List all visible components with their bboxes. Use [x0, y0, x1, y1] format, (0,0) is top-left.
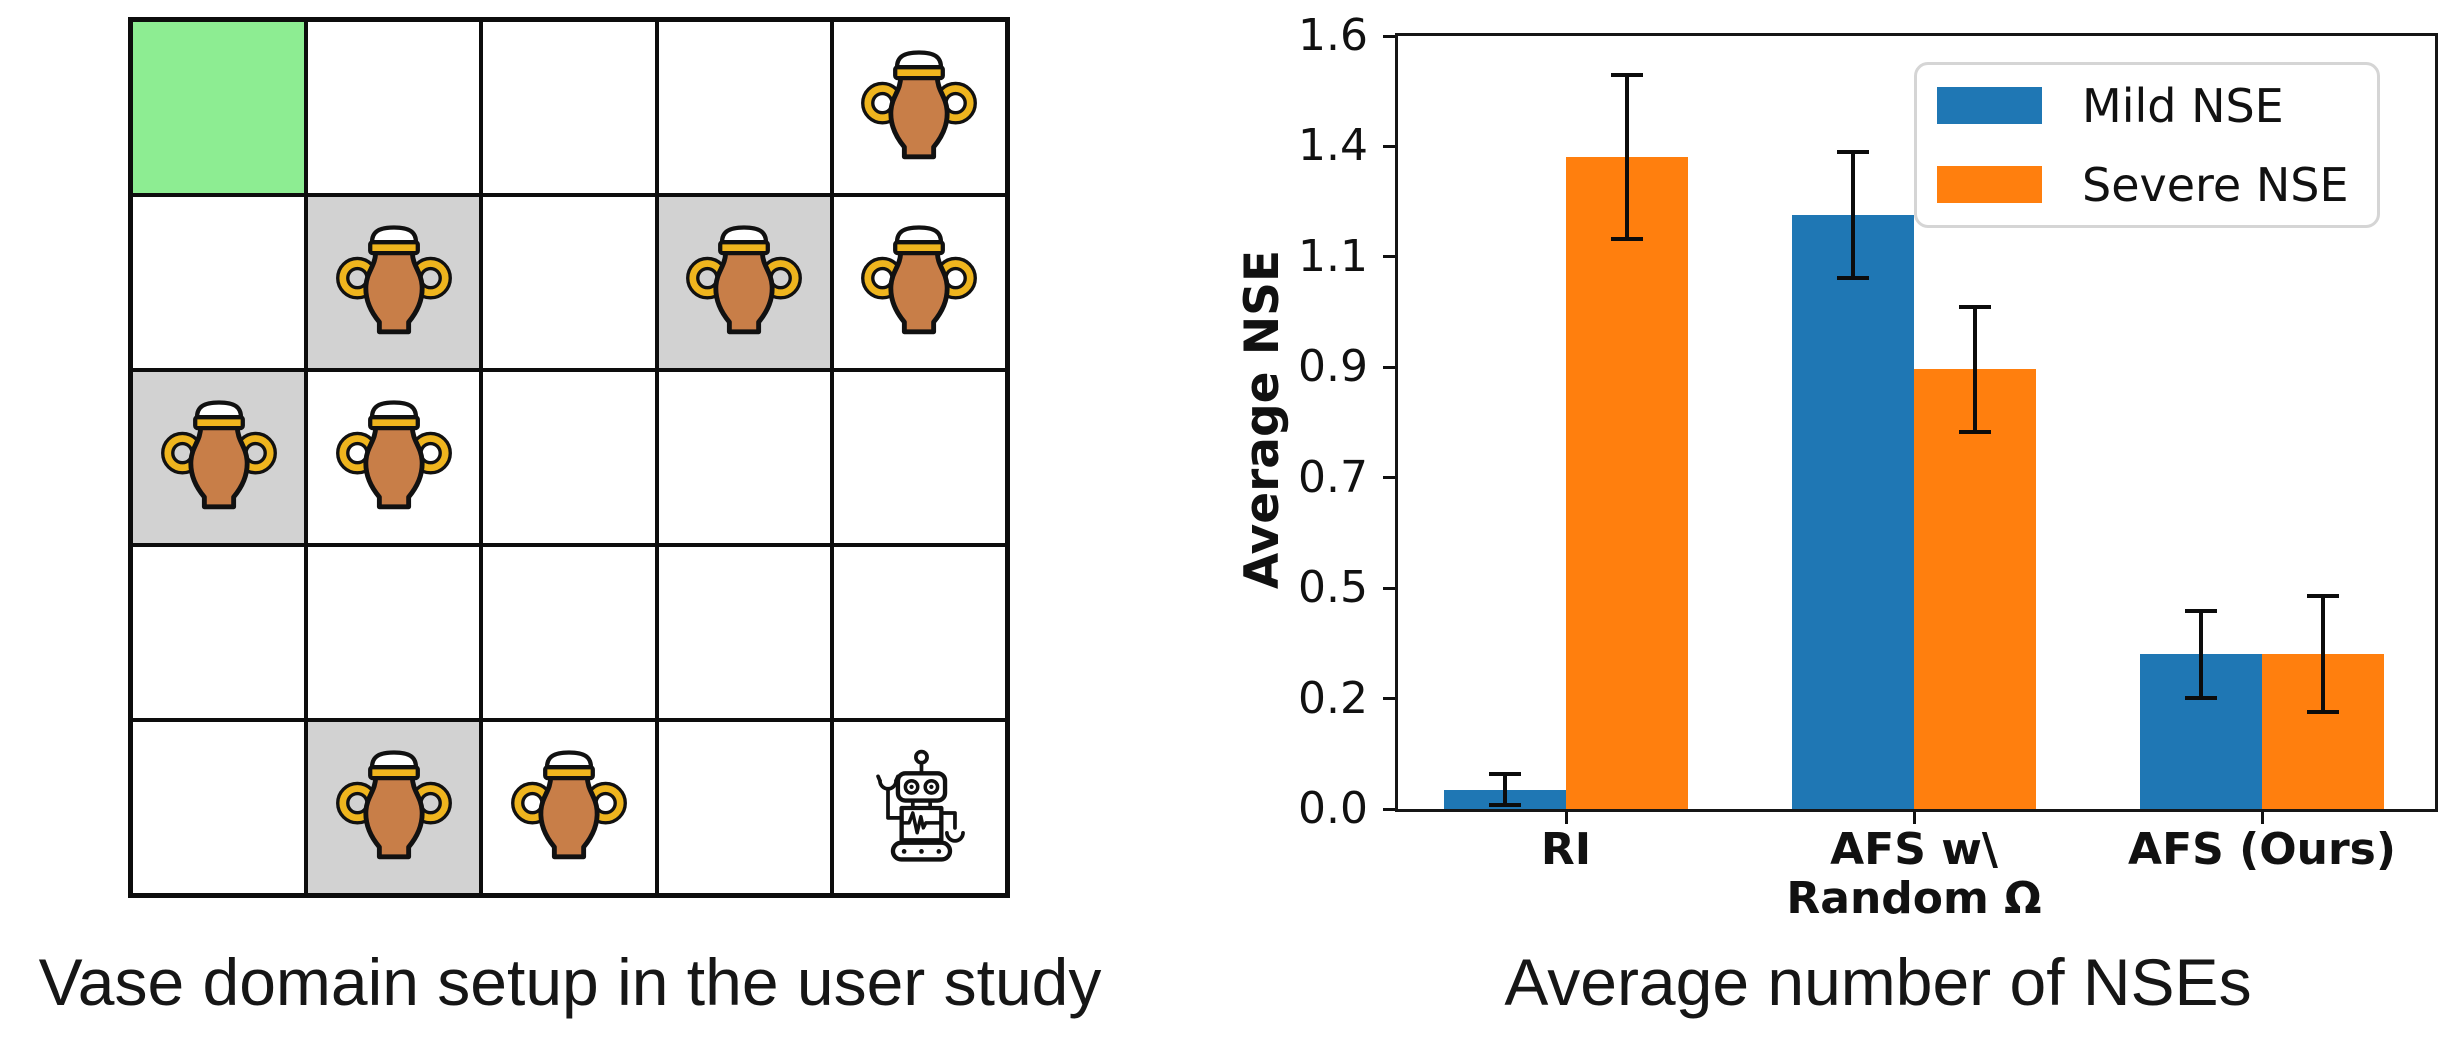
error-bar-cap [2307, 594, 2339, 599]
error-bar-cap [1837, 149, 1869, 154]
y-tick-label-0.0: 0.0 [1298, 783, 1368, 834]
vase-grid [128, 17, 1010, 898]
legend-item-mild: Mild NSE [1937, 83, 2377, 129]
robot-icon [876, 749, 966, 862]
legend-item-severe: Severe NSE [1937, 162, 2377, 208]
grid-cell-r4c0 [133, 722, 305, 893]
y-tick-mark-0.7 [1383, 476, 1395, 480]
error-bar-cap [2185, 695, 2217, 700]
grid-cell-r2c4 [833, 372, 1005, 543]
grid-cell-r3c4 [833, 547, 1005, 718]
grid-cell-r1c2 [483, 197, 655, 368]
legend-swatch-mild-nse [1937, 87, 2042, 124]
x-tick-label-line: Random Ω [1786, 873, 2042, 925]
vase-icon [861, 49, 978, 159]
plot-area: Mild NSE Severe NSE 0.0 0.2 0.5 0.7 0.9 1.1 1.… [1298, 10, 2438, 924]
error-bar-cap [1489, 803, 1521, 808]
y-tick-label-0.7: 0.7 [1298, 451, 1368, 503]
grid-cell-r1c3-vase [658, 197, 830, 368]
y-tick-mark-0.5 [1383, 586, 1395, 590]
vase-icon [861, 224, 978, 334]
y-tick-label-1.6: 1.6 [1298, 10, 1368, 61]
x-tick-label-afs-ours-: AFS (Ours) [2042, 824, 2450, 875]
grid-cell-r0c1 [308, 22, 480, 193]
y-axis-label-text: Average NSE [1235, 249, 1291, 590]
error-bar-cap [1489, 772, 1521, 777]
grid-cell-r1c0 [133, 197, 305, 368]
error-bar-line [2199, 610, 2203, 698]
vase-icon [335, 399, 452, 509]
x-tick-mark-0 [1564, 812, 1568, 824]
bar-severe-nse-c1 [1914, 369, 2036, 809]
grid-cell-r4c4-robot [833, 722, 1005, 893]
grid-cell-r2c0-vase [133, 372, 305, 543]
error-bar-line [1973, 306, 1977, 433]
y-tick-mark-1.6 [1383, 34, 1395, 38]
y-tick-label-0.9: 0.9 [1298, 341, 1368, 393]
grid-cell-r0c0-goal [133, 22, 305, 193]
error-bar-cap [1611, 72, 1643, 77]
grid-cell-r1c1-vase [308, 197, 480, 368]
y-tick-label-1.4: 1.4 [1298, 120, 1368, 172]
error-bar-cap [1959, 430, 1991, 435]
y-tick-mark-0.9 [1383, 365, 1395, 369]
grid-cell-r3c3 [658, 547, 830, 718]
error-bar-cap [2185, 608, 2217, 613]
error-bar-line [1503, 774, 1507, 806]
vase-icon [335, 224, 452, 334]
grid-cell-r4c1-vase [308, 722, 480, 893]
grid-cell-r1c4-vase [833, 197, 1005, 368]
y-tick-mark-0.2 [1383, 697, 1395, 701]
error-bar-cap [1959, 304, 1991, 309]
y-tick-mark-0.0 [1383, 807, 1395, 811]
vase-icon [335, 749, 452, 859]
right-caption: Average number of NSEs [1504, 945, 2252, 1019]
x-tick-label-ri: RI [1346, 824, 1786, 875]
x-tick-label-afs-w-random-: AFS w\ Random Ω [1694, 825, 2134, 924]
y-tick-label-1.1: 1.1 [1298, 230, 1368, 282]
error-bar-line [2321, 596, 2325, 713]
vase-icon [511, 749, 627, 859]
grid-cell-r2c3 [658, 372, 830, 543]
x-tick-mark-1 [1912, 812, 1916, 824]
grid-cell-r3c1 [308, 547, 480, 718]
x-tick-label-line: AFS (Ours) [2128, 824, 2396, 875]
error-bar-cap [1837, 275, 1869, 280]
bar-severe-nse-c0 [1566, 156, 1688, 809]
grid-cell-r2c2 [483, 372, 655, 543]
legend-label-mild-nse: Mild NSE [2082, 78, 2284, 133]
grid-cell-r2c1-vase [308, 372, 480, 543]
error-bar-cap [1611, 236, 1643, 241]
grid-cell-r4c2-vase [483, 722, 655, 893]
y-tick-mark-1.1 [1383, 255, 1395, 259]
y-tick-label-0.2: 0.2 [1298, 672, 1368, 724]
grid-cell-r0c4-vase [833, 22, 1005, 193]
bar-mild-nse-c1 [1792, 214, 1914, 809]
x-tick-label-line: RI [1540, 824, 1592, 875]
chart-legend: Mild NSE Severe NSE [1914, 62, 2380, 228]
grid-cell-r0c2 [483, 22, 655, 193]
error-bar-line [1625, 74, 1629, 239]
x-tick-mark-2 [2260, 812, 2264, 824]
x-tick-label-line: AFS w\ [1830, 824, 1998, 875]
vase-icon [686, 224, 803, 334]
grid-cell-r0c3 [658, 22, 830, 193]
legend-label-severe-nse: Severe NSE [2082, 157, 2349, 212]
grid-cell-r3c2 [483, 547, 655, 718]
y-tick-label-0.5: 0.5 [1298, 562, 1368, 614]
error-bar-cap [2307, 710, 2339, 715]
error-bar-line [1851, 151, 1855, 278]
left-caption: Vase domain setup in the user study [38, 945, 1102, 1019]
legend-swatch-severe-nse [1937, 166, 2042, 203]
grid-cell-r3c0 [133, 547, 305, 718]
y-tick-mark-1.4 [1383, 144, 1395, 148]
vase-icon [160, 399, 277, 509]
grid-cell-r4c3 [658, 722, 830, 893]
